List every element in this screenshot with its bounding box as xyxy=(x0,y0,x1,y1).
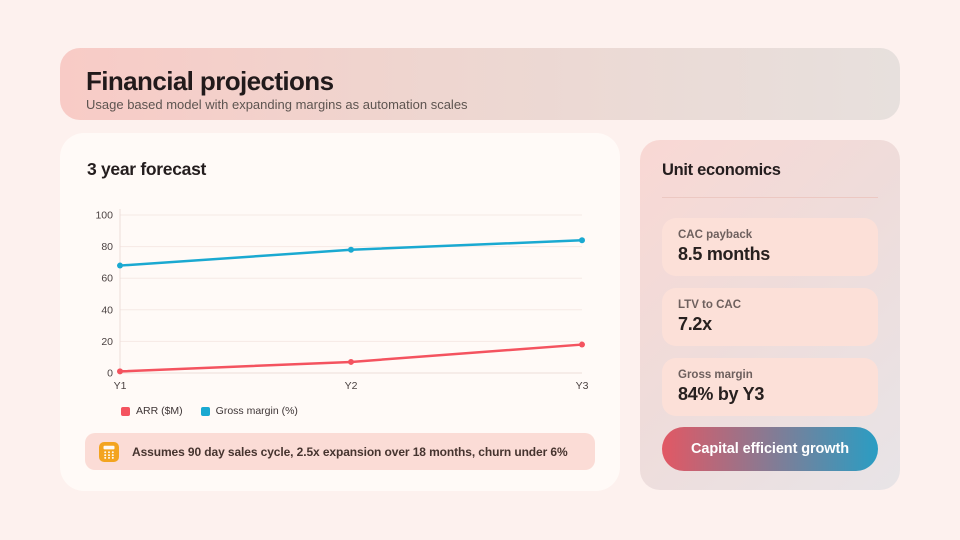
x-tick-label: Y3 xyxy=(576,380,589,392)
page-subtitle: Usage based model with expanding margins… xyxy=(86,97,468,112)
chart-legend: ARR ($M) Gross margin (%) xyxy=(121,405,298,417)
forecast-line-chart: 0 20 40 60 80 100 Y1 Y2 Y3 xyxy=(95,209,589,392)
arr-legend-swatch-icon xyxy=(121,406,130,416)
unit-economics-panel: Unit economics CAC payback 8.5 months LT… xyxy=(640,140,900,490)
calculator-icon xyxy=(99,441,119,462)
legend-label: Gross margin (%) xyxy=(215,405,298,417)
data-point xyxy=(579,237,585,244)
stat-value: 7.2x xyxy=(678,314,712,334)
legend-label: ARR ($M) xyxy=(136,405,183,417)
stat-value: 84% by Y3 xyxy=(678,384,765,404)
y-tick-label: 40 xyxy=(101,304,113,316)
x-tick-label: Y1 xyxy=(114,380,127,392)
data-point xyxy=(579,341,585,348)
stat-label: LTV to CAC xyxy=(678,299,742,311)
gross-margin-legend-swatch-icon xyxy=(200,406,210,416)
stat-card-cac-payback: CAC payback 8.5 months xyxy=(662,218,878,276)
unit-economics-title: Unit economics xyxy=(662,161,781,179)
x-tick-label: Y2 xyxy=(345,380,358,392)
y-tick-label: 100 xyxy=(95,210,113,222)
stat-value: 8.5 months xyxy=(678,244,771,264)
stat-card-gross-margin: Gross margin 84% by Y3 xyxy=(662,358,878,416)
legend-item-gross-margin: Gross margin (%) xyxy=(200,405,298,417)
y-tick-label: 20 xyxy=(101,336,113,348)
stat-label: CAC payback xyxy=(678,229,753,241)
data-point xyxy=(348,246,354,253)
y-tick-label: 0 xyxy=(107,368,113,380)
y-tick-label: 60 xyxy=(101,273,113,285)
stat-label: Gross margin xyxy=(678,369,753,381)
forecast-card-title: 3 year forecast xyxy=(87,159,207,179)
data-point xyxy=(117,368,123,375)
data-point xyxy=(117,262,123,269)
page-title: Financial projections xyxy=(86,66,334,96)
assumptions-note-text: Assumes 90 day sales cycle, 2.5x expansi… xyxy=(132,444,568,459)
header-band: Financial projections Usage based model … xyxy=(60,48,900,120)
y-tick-label: 80 xyxy=(101,241,113,253)
panel-divider xyxy=(662,197,878,198)
series-line xyxy=(118,239,584,267)
capital-efficient-growth-button[interactable]: Capital efficient growth xyxy=(662,427,878,471)
stat-card-ltv-to-cac: LTV to CAC 7.2x xyxy=(662,288,878,346)
series-line xyxy=(118,343,584,373)
data-point xyxy=(348,358,354,365)
forecast-card: 3 year forecast 0 20 40 60 80 100 Y1 Y2 Y3 ARR (… xyxy=(60,133,620,491)
assumptions-note: Assumes 90 day sales cycle, 2.5x expansi… xyxy=(85,433,595,470)
legend-item-arr: ARR ($M) xyxy=(121,405,183,417)
